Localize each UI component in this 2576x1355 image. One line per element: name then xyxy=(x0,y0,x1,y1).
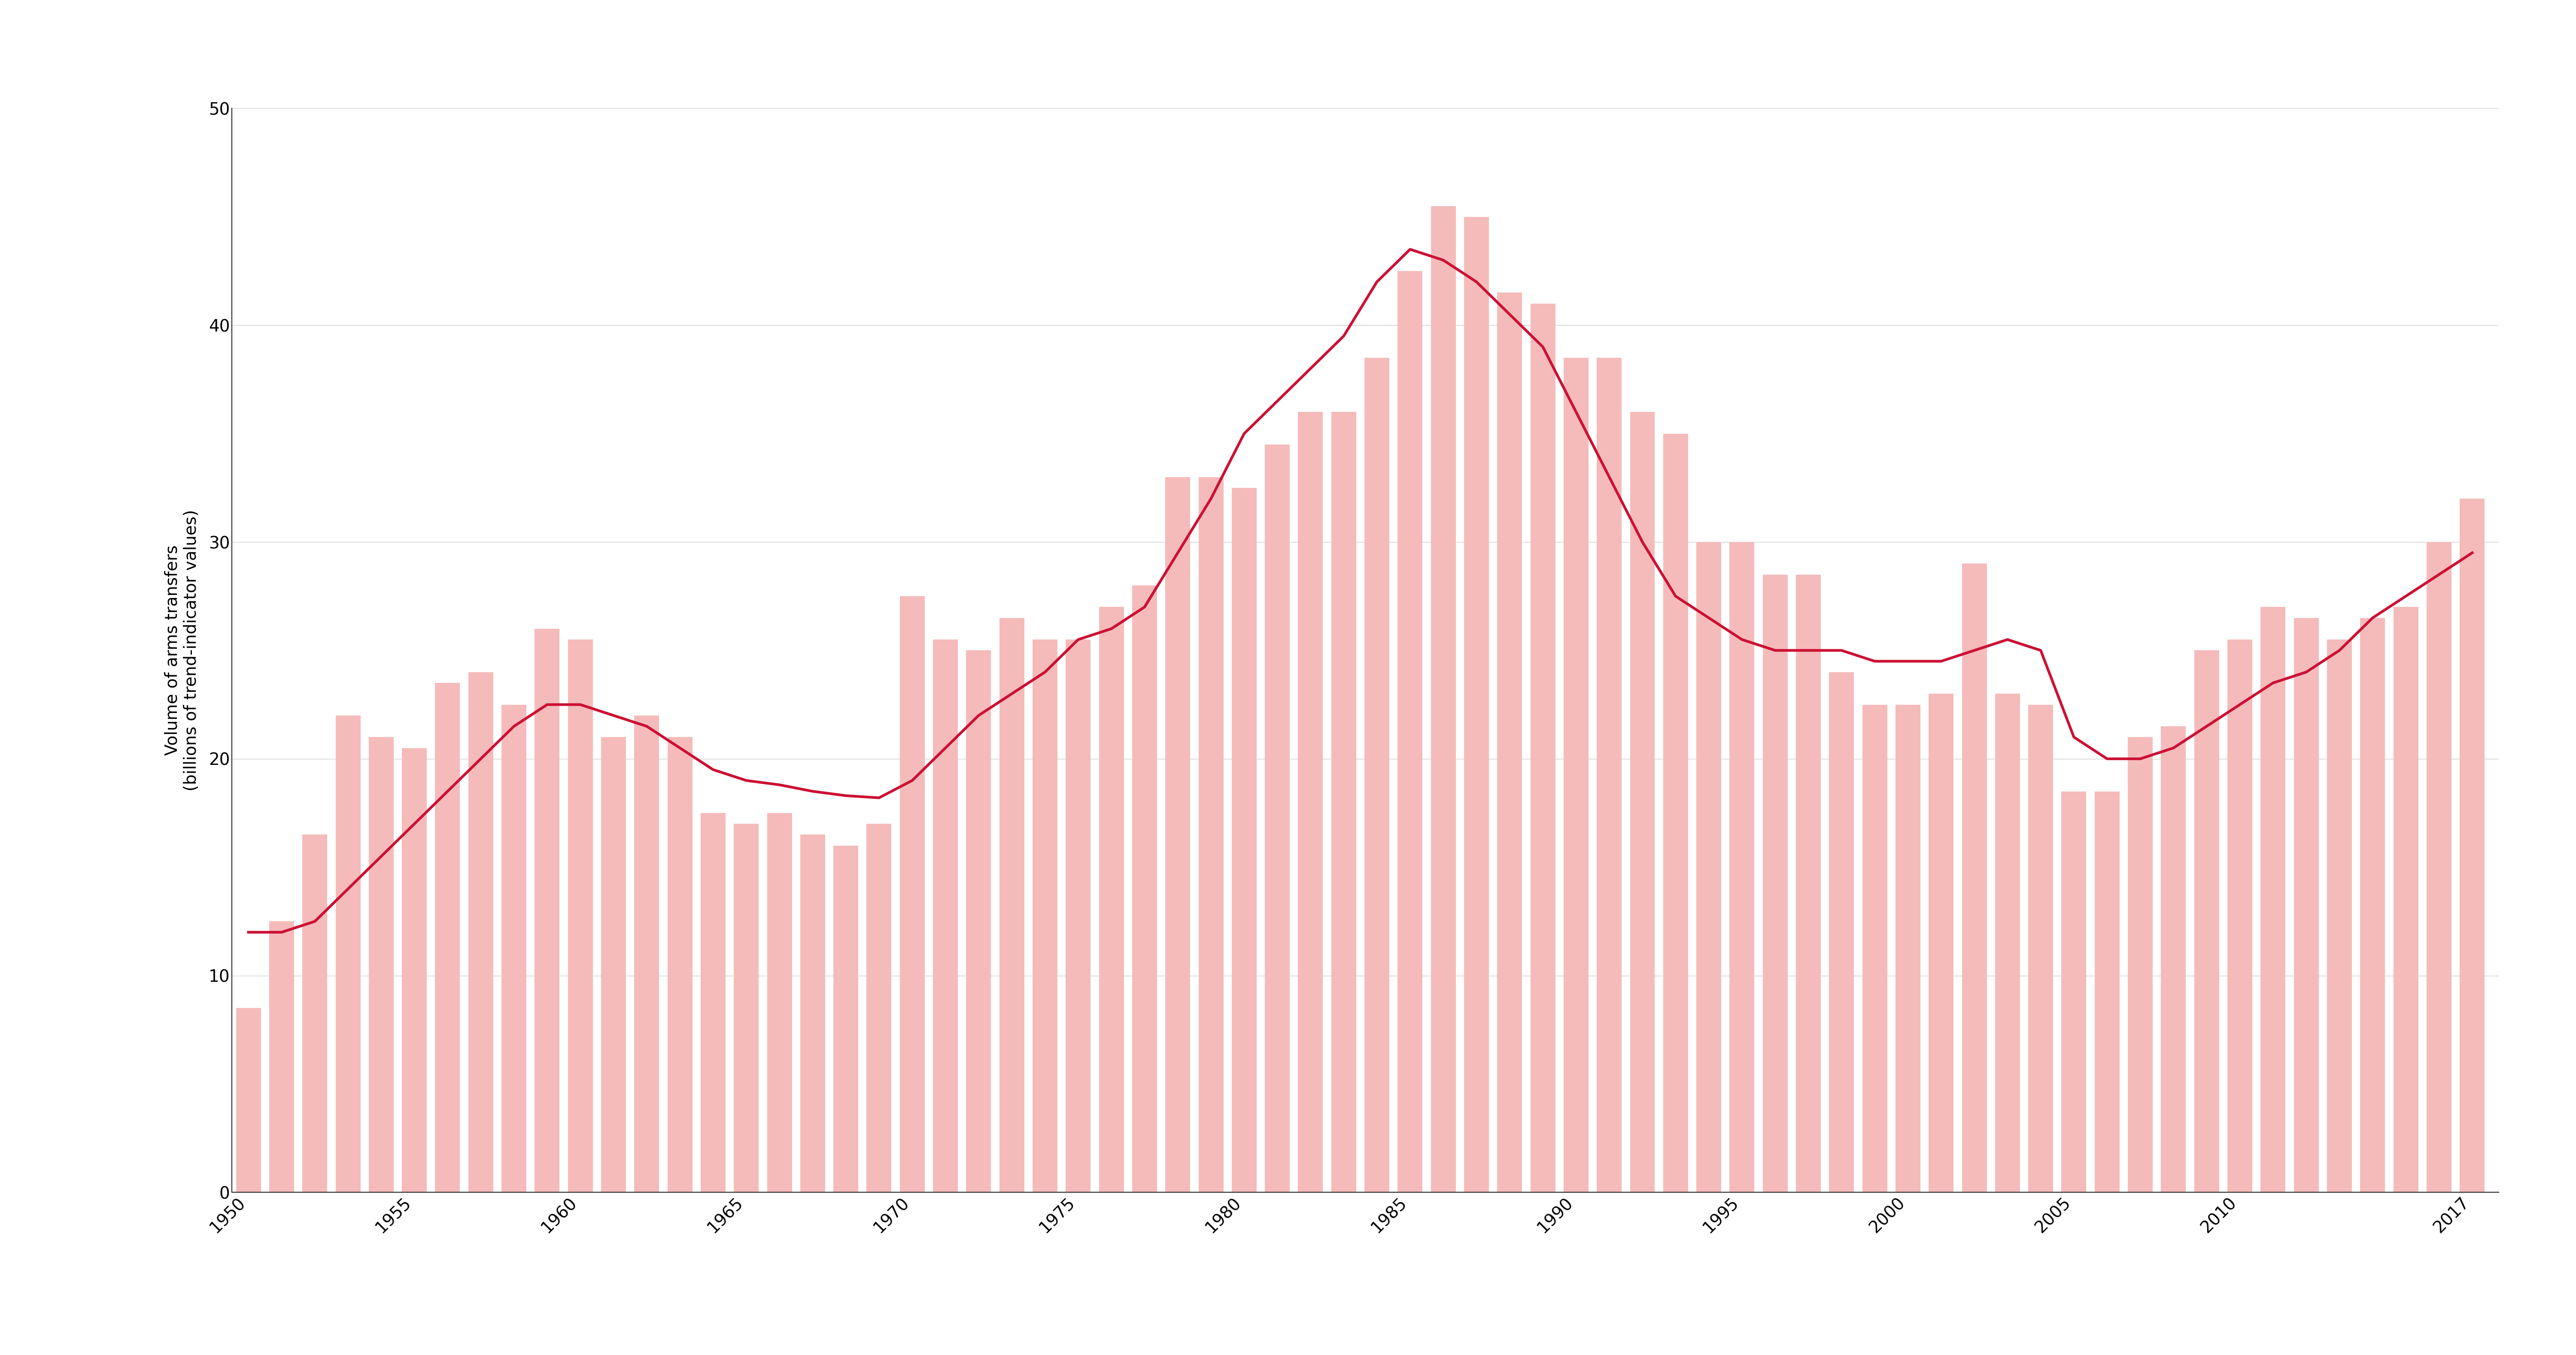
Bar xyxy=(402,748,428,1192)
Bar xyxy=(1728,542,1754,1192)
Bar xyxy=(600,737,626,1192)
Bar xyxy=(237,1008,260,1192)
Bar xyxy=(567,640,592,1192)
Bar xyxy=(966,650,992,1192)
Bar xyxy=(2326,640,2352,1192)
Bar xyxy=(667,737,693,1192)
Bar xyxy=(933,640,958,1192)
Bar xyxy=(2262,607,2285,1192)
Bar xyxy=(734,824,760,1192)
Bar xyxy=(2228,640,2251,1192)
Bar xyxy=(2027,705,2053,1192)
Bar xyxy=(1231,488,1257,1192)
Bar xyxy=(1365,358,1388,1192)
Bar xyxy=(801,835,824,1192)
Bar xyxy=(2460,499,2486,1192)
Bar xyxy=(1597,358,1623,1192)
Bar xyxy=(1066,640,1090,1192)
Bar xyxy=(1896,705,1919,1192)
Bar xyxy=(1795,575,1821,1192)
Bar xyxy=(2061,791,2087,1192)
Bar xyxy=(1698,542,1721,1192)
Bar xyxy=(1463,217,1489,1192)
Bar xyxy=(469,672,492,1192)
Bar xyxy=(368,737,394,1192)
Bar xyxy=(2094,791,2120,1192)
Bar xyxy=(1664,434,1687,1192)
Bar xyxy=(1332,412,1355,1192)
Bar xyxy=(1929,694,1953,1192)
Bar xyxy=(768,813,791,1192)
Bar xyxy=(1033,640,1056,1192)
Bar xyxy=(835,846,858,1192)
Bar xyxy=(2427,542,2452,1192)
Bar xyxy=(2128,737,2154,1192)
Bar xyxy=(2360,618,2385,1192)
Bar xyxy=(2293,618,2318,1192)
Bar xyxy=(335,715,361,1192)
Bar xyxy=(1430,206,1455,1192)
Bar xyxy=(1963,564,1986,1192)
Bar xyxy=(1762,575,1788,1192)
Bar xyxy=(1994,694,2020,1192)
Text: THE TREND IN TRANSFERS OF MAJOR WEAPONS, 1950–2017: THE TREND IN TRANSFERS OF MAJOR WEAPONS,… xyxy=(64,49,909,73)
Bar xyxy=(634,715,659,1192)
Bar xyxy=(1497,293,1522,1192)
Bar xyxy=(1530,304,1556,1192)
Bar xyxy=(1164,477,1190,1192)
Bar xyxy=(1298,412,1324,1192)
Bar xyxy=(1265,444,1291,1192)
Bar xyxy=(2195,650,2218,1192)
Bar xyxy=(899,596,925,1192)
Bar xyxy=(268,921,294,1192)
Bar xyxy=(1100,607,1123,1192)
Bar xyxy=(1564,358,1589,1192)
Bar xyxy=(301,835,327,1192)
Bar xyxy=(502,705,526,1192)
Bar xyxy=(1399,271,1422,1192)
Bar xyxy=(1198,477,1224,1192)
Y-axis label: Volume of arms transfers
(billions of trend-indicator values): Volume of arms transfers (billions of tr… xyxy=(165,509,198,791)
Bar xyxy=(1862,705,1888,1192)
Bar xyxy=(536,629,559,1192)
Bar xyxy=(701,813,726,1192)
Bar xyxy=(2161,726,2187,1192)
Bar xyxy=(1829,672,1855,1192)
Bar xyxy=(1131,585,1157,1192)
Bar xyxy=(866,824,891,1192)
Bar xyxy=(435,683,461,1192)
Bar xyxy=(999,618,1025,1192)
Bar xyxy=(1631,412,1654,1192)
Bar xyxy=(2393,607,2419,1192)
